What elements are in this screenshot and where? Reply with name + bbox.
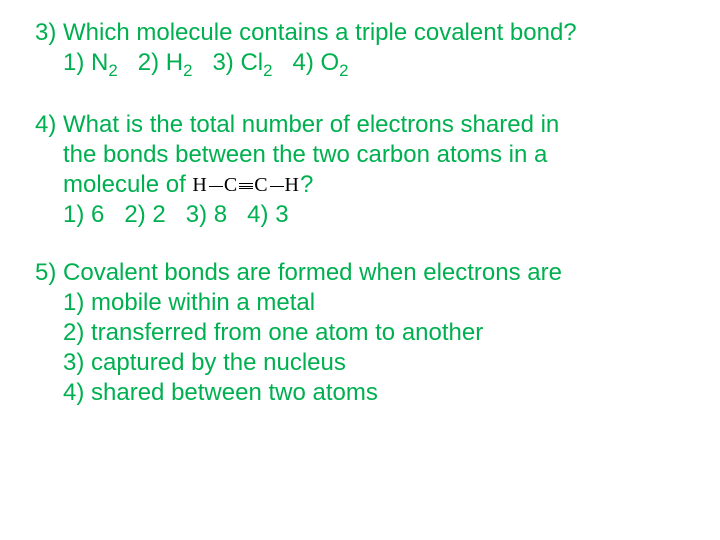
formula-atom-h1: H — [192, 174, 207, 196]
option-4-sub: 2 — [339, 61, 348, 80]
option-3-sub: 2 — [263, 61, 272, 80]
question-line2: the bonds between the two carbon atoms i… — [63, 141, 547, 168]
question-line1: What is the total number of electrons sh… — [63, 111, 559, 138]
option-3-label: 3) — [212, 49, 233, 76]
question-4: 4) What is the total number of electrons… — [35, 110, 700, 230]
structural-formula: HCCH — [192, 173, 300, 198]
question-5-text: 5) Covalent bonds are formed when electr… — [35, 258, 700, 288]
question-5: 5) Covalent bonds are formed when electr… — [35, 258, 700, 408]
option-1-label: 1) — [63, 289, 84, 316]
option-1-sub: 2 — [108, 61, 117, 80]
question-body: Covalent bonds are formed when electrons… — [63, 259, 562, 286]
question-line3-suffix: ? — [300, 171, 313, 198]
option-1-value: 6 — [91, 201, 104, 228]
bond-triple-icon — [239, 182, 253, 191]
option-2-label: 2) — [63, 319, 84, 346]
question-5-options: 1) mobile within a metal 2) transferred … — [35, 288, 700, 408]
option-4-label: 4) — [63, 379, 84, 406]
option-3-value: captured by the nucleus — [91, 349, 346, 376]
option-4-label: 4) — [247, 201, 268, 228]
option-1-value: mobile within a metal — [91, 289, 315, 316]
question-line3-prefix: molecule of — [63, 171, 192, 198]
option-row: 4) shared between two atoms — [63, 378, 700, 408]
question-number: 3) — [35, 19, 56, 46]
option-3-label: 3) — [63, 349, 84, 376]
option-2-label: 2) — [124, 201, 145, 228]
formula-atom-h2: H — [285, 174, 300, 196]
option-4-label: 4) — [292, 49, 313, 76]
option-4-value: shared between two atoms — [91, 379, 378, 406]
option-row: 3) captured by the nucleus — [63, 348, 700, 378]
question-4-text: 4) What is the total number of electrons… — [35, 110, 700, 200]
question-number: 4) — [35, 111, 56, 138]
option-3-value: Cl — [240, 49, 263, 76]
formula-atom-c2: C — [254, 174, 268, 196]
question-3-text: 3) Which molecule contains a triple cova… — [35, 18, 700, 48]
formula-atom-c1: C — [224, 174, 238, 196]
option-3-value: 8 — [214, 201, 227, 228]
option-4-value: O — [321, 49, 340, 76]
option-row: 2) transferred from one atom to another — [63, 318, 700, 348]
question-4-options: 1) 6 2) 2 3) 8 4) 3 — [35, 200, 700, 230]
option-3-label: 3) — [186, 201, 207, 228]
question-3-options: 1) N2 2) H2 3) Cl2 4) O2 — [35, 48, 700, 82]
option-2-value: H — [166, 49, 183, 76]
option-1-value: N — [91, 49, 108, 76]
option-row: 1) mobile within a metal — [63, 288, 700, 318]
question-body: Which molecule contains a triple covalen… — [63, 19, 577, 46]
option-1-label: 1) — [63, 49, 84, 76]
option-2-value: transferred from one atom to another — [91, 319, 483, 346]
question-number: 5) — [35, 259, 56, 286]
option-2-sub: 2 — [183, 61, 192, 80]
option-4-value: 3 — [275, 201, 288, 228]
bond-single-icon — [209, 186, 223, 187]
option-2-value: 2 — [152, 201, 165, 228]
question-3: 3) Which molecule contains a triple cova… — [35, 18, 700, 82]
bond-single-icon — [270, 186, 284, 187]
option-1-label: 1) — [63, 201, 84, 228]
option-2-label: 2) — [138, 49, 159, 76]
